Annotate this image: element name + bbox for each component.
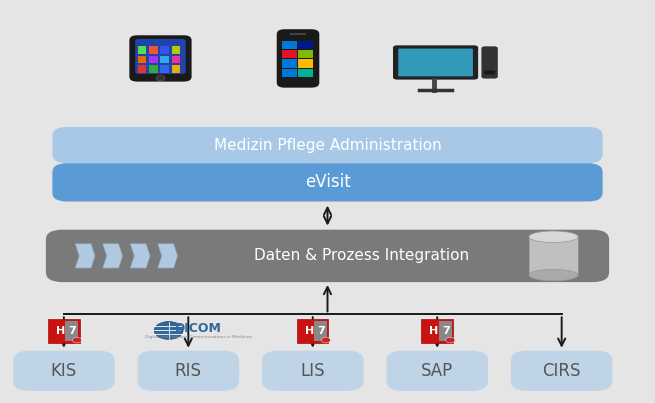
FancyBboxPatch shape (484, 71, 495, 75)
Text: KIS: KIS (50, 362, 77, 380)
FancyBboxPatch shape (130, 35, 191, 81)
FancyBboxPatch shape (135, 39, 186, 74)
Bar (149, 56, 158, 63)
Bar (160, 56, 169, 63)
FancyBboxPatch shape (393, 46, 478, 80)
Bar (298, 59, 313, 67)
Text: H: H (305, 326, 314, 336)
Circle shape (154, 322, 183, 339)
FancyBboxPatch shape (281, 35, 316, 78)
FancyBboxPatch shape (13, 351, 115, 391)
Bar (282, 69, 297, 77)
Text: H: H (56, 326, 66, 336)
Circle shape (445, 337, 455, 343)
Bar (298, 41, 313, 49)
Text: eVisit: eVisit (305, 173, 350, 191)
FancyBboxPatch shape (48, 319, 80, 343)
Polygon shape (158, 244, 178, 268)
FancyBboxPatch shape (481, 46, 498, 79)
Bar (172, 46, 180, 54)
FancyBboxPatch shape (511, 351, 612, 391)
FancyBboxPatch shape (439, 321, 452, 341)
Bar (172, 65, 180, 73)
Text: Digital Imaging and Communications in Medicine: Digital Imaging and Communications in Me… (145, 334, 252, 339)
FancyBboxPatch shape (138, 351, 239, 391)
Text: 7: 7 (442, 326, 449, 336)
FancyBboxPatch shape (52, 127, 603, 163)
Text: Medizin Pflege Administration: Medizin Pflege Administration (214, 137, 441, 153)
Text: 7: 7 (318, 326, 325, 336)
Bar (298, 69, 313, 77)
FancyBboxPatch shape (46, 230, 609, 282)
FancyBboxPatch shape (52, 163, 603, 202)
Circle shape (156, 75, 165, 81)
Text: SAP: SAP (421, 362, 453, 380)
Bar (282, 41, 297, 49)
FancyBboxPatch shape (422, 319, 453, 343)
Polygon shape (130, 244, 150, 268)
Bar (172, 56, 180, 63)
Bar (149, 46, 158, 54)
Bar (138, 65, 147, 73)
Ellipse shape (529, 269, 578, 281)
Bar (138, 46, 147, 54)
FancyBboxPatch shape (529, 237, 578, 275)
FancyBboxPatch shape (386, 351, 488, 391)
Bar (160, 46, 169, 54)
Bar (149, 65, 158, 73)
FancyBboxPatch shape (262, 351, 364, 391)
FancyBboxPatch shape (398, 49, 473, 77)
Bar (282, 50, 297, 58)
Text: LIS: LIS (301, 362, 325, 380)
Bar (298, 50, 313, 58)
Text: DICOM: DICOM (175, 322, 221, 335)
Circle shape (322, 337, 330, 343)
Bar (138, 56, 147, 63)
Text: H: H (429, 326, 439, 336)
Polygon shape (103, 244, 122, 268)
Bar (160, 65, 169, 73)
Text: 7: 7 (69, 326, 76, 336)
Polygon shape (75, 244, 95, 268)
FancyBboxPatch shape (276, 29, 320, 88)
Circle shape (72, 337, 81, 343)
Text: Daten & Prozess Integration: Daten & Prozess Integration (253, 248, 469, 264)
Bar (282, 59, 297, 67)
FancyBboxPatch shape (314, 321, 328, 341)
FancyBboxPatch shape (297, 319, 329, 343)
FancyBboxPatch shape (65, 321, 79, 341)
Text: CIRS: CIRS (542, 362, 581, 380)
Ellipse shape (529, 231, 578, 243)
Text: RIS: RIS (175, 362, 202, 380)
